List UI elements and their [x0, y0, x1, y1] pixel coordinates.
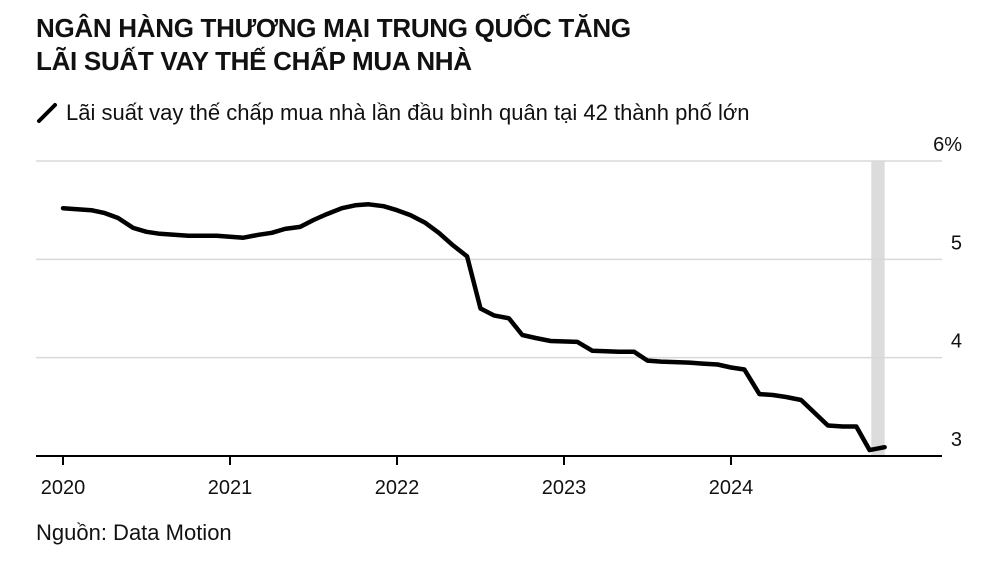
x-tick-label: 2024: [709, 477, 754, 499]
x-tick-label: 2023: [542, 477, 587, 499]
y-tick-label: 6%: [933, 134, 962, 156]
legend-label: Lãi suất vay thế chấp mua nhà lần đầu bì…: [66, 100, 750, 125]
chart-title-line-2: LÃI SUẤT VAY THẾ CHẤP MUA NHÀ: [36, 46, 472, 76]
x-tick-label: 2020: [41, 477, 86, 499]
y-tick-label: 5: [951, 232, 962, 254]
legend: Lãi suất vay thế chấp mua nhà lần đầu bì…: [36, 98, 750, 128]
series-line: [60, 202, 887, 453]
legend-line-swatch: [37, 103, 57, 123]
x-tick-label: 2021: [208, 477, 253, 499]
highlight-band: [871, 161, 885, 456]
y-tick-label: 4: [951, 331, 962, 353]
chart-title: NGÂN HÀNG THƯƠNG MẠI TRUNG QUỐC TĂNG LÃI…: [36, 12, 936, 78]
y-tick-label: 3: [951, 429, 962, 451]
source-note: Nguồn: Data Motion: [36, 520, 232, 545]
x-tick-label: 2022: [375, 477, 420, 499]
chart-title-line-1: NGÂN HÀNG THƯƠNG MẠI TRUNG QUỐC TĂNG: [36, 13, 631, 43]
